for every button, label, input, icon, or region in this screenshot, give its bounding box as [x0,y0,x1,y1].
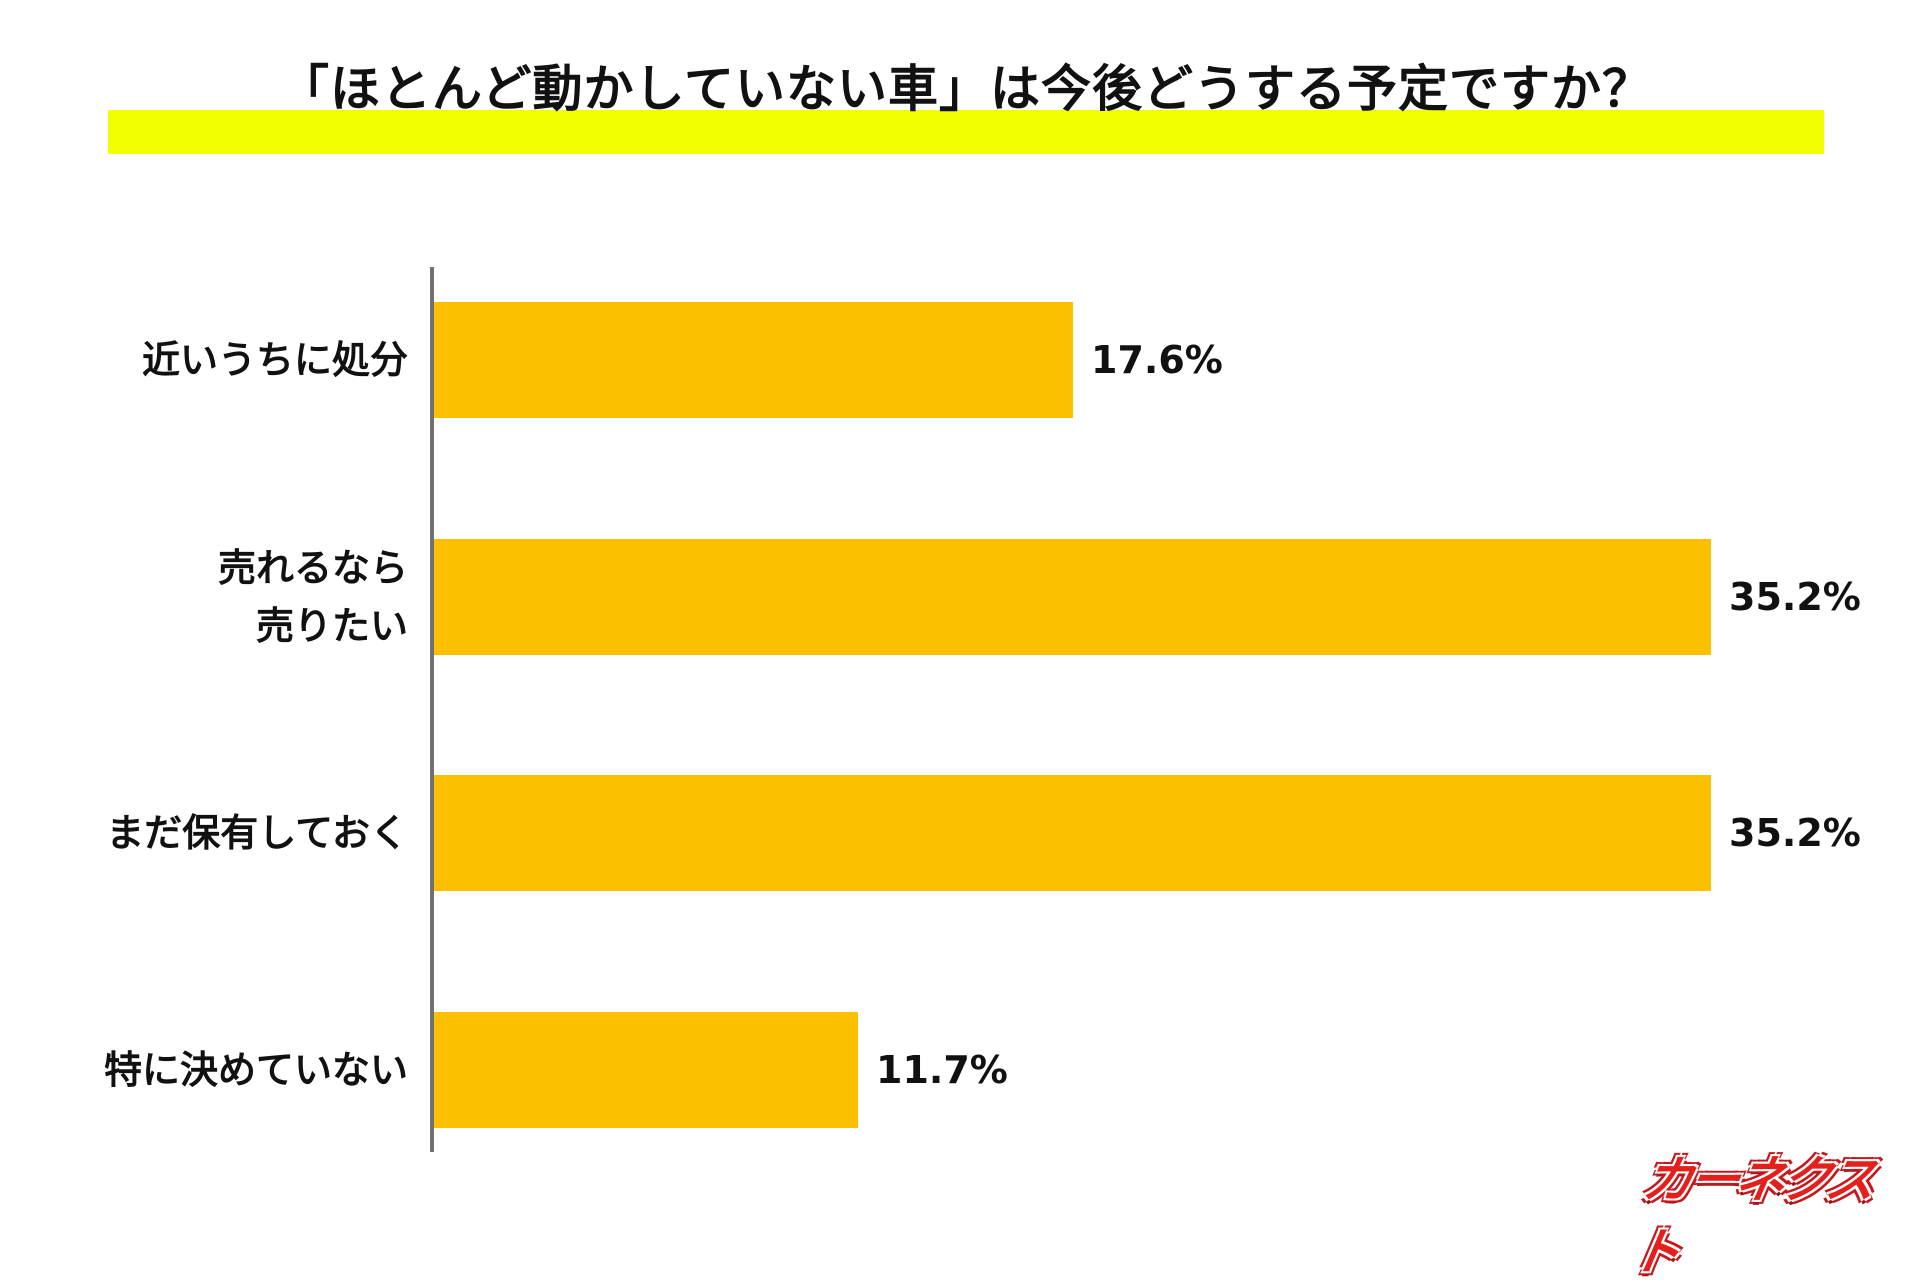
y-axis-line [430,267,434,1152]
chart-header: 「ほとんど動かしていない車」は今後どうする予定ですか？ [0,0,1920,170]
category-label: まだ保有しておく [106,811,408,855]
bar [434,539,1711,655]
value-label: 17.6% [1091,338,1223,382]
title-highlight-band [108,110,1824,154]
bar [434,1012,858,1128]
value-label: 35.2% [1729,575,1861,619]
bar [434,302,1073,418]
category-label: 特に決めていない [103,1048,408,1092]
category-label: 近いうちに処分 [141,338,408,382]
value-label: 11.7% [876,1048,1008,1092]
bar [434,775,1711,891]
category-label: 売れるなら 売りたい [217,546,408,648]
brand-logo: カーネクスト [1625,1151,1878,1281]
value-label: 35.2% [1729,811,1861,855]
chart-title: 「ほとんど動かしていない車」は今後どうする予定ですか？ [279,60,1653,118]
